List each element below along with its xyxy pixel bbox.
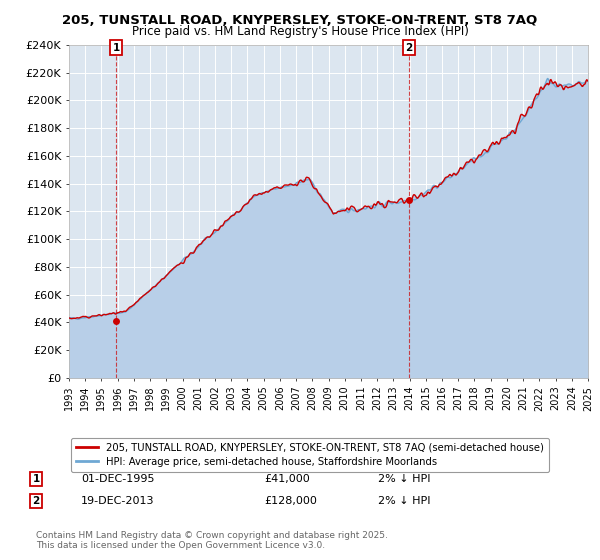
Text: 2: 2 <box>32 496 40 506</box>
Text: Contains HM Land Registry data © Crown copyright and database right 2025.
This d: Contains HM Land Registry data © Crown c… <box>36 531 388 550</box>
Text: Price paid vs. HM Land Registry's House Price Index (HPI): Price paid vs. HM Land Registry's House … <box>131 25 469 38</box>
Text: 205, TUNSTALL ROAD, KNYPERSLEY, STOKE-ON-TRENT, ST8 7AQ: 205, TUNSTALL ROAD, KNYPERSLEY, STOKE-ON… <box>62 14 538 27</box>
Text: 2: 2 <box>406 43 413 53</box>
Text: 2% ↓ HPI: 2% ↓ HPI <box>378 496 431 506</box>
Text: 01-DEC-1995: 01-DEC-1995 <box>81 474 155 484</box>
Text: 2% ↓ HPI: 2% ↓ HPI <box>378 474 431 484</box>
Text: £41,000: £41,000 <box>264 474 310 484</box>
Text: 1: 1 <box>113 43 120 53</box>
Text: £128,000: £128,000 <box>264 496 317 506</box>
Text: 1: 1 <box>32 474 40 484</box>
Legend: 205, TUNSTALL ROAD, KNYPERSLEY, STOKE-ON-TRENT, ST8 7AQ (semi-detached house), H: 205, TUNSTALL ROAD, KNYPERSLEY, STOKE-ON… <box>71 438 549 472</box>
Text: 19-DEC-2013: 19-DEC-2013 <box>81 496 155 506</box>
